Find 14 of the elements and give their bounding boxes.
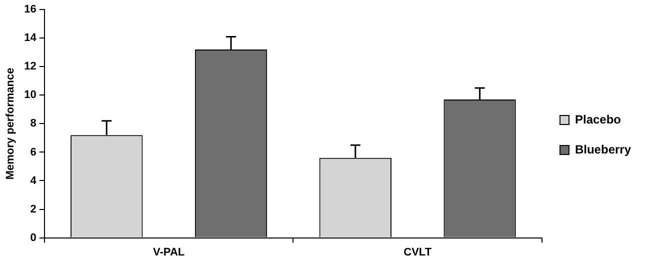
x-tick-label: V-PAL [153, 246, 185, 258]
y-tick-label: 0 [30, 232, 36, 244]
y-tick-label: 14 [24, 32, 38, 44]
y-tick-label: 6 [30, 146, 36, 158]
x-tick-label: CVLT [404, 246, 432, 258]
y-tick-label: 10 [24, 89, 36, 102]
y-tick-label: 16 [24, 4, 36, 16]
y-tick-label: 12 [24, 60, 36, 73]
y-axis-title: Memory performance [4, 68, 17, 180]
legend-label: Blueberry [574, 142, 632, 156]
legend-label: Placebo [574, 112, 622, 126]
y-tick-label: 8 [30, 118, 36, 130]
y-tick-label: 2 [30, 203, 36, 216]
y-tick-label: 4 [30, 174, 38, 187]
